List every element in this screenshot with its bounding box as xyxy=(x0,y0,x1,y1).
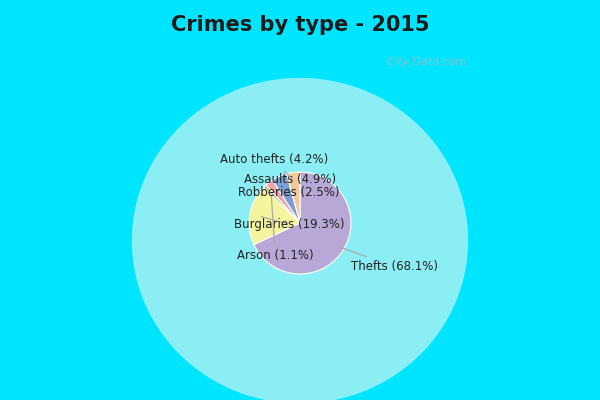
Text: Crimes by type - 2015: Crimes by type - 2015 xyxy=(171,15,429,35)
Wedge shape xyxy=(287,172,300,223)
Text: Auto thefts (4.2%): Auto thefts (4.2%) xyxy=(220,154,328,180)
Text: Burglaries (19.3%): Burglaries (19.3%) xyxy=(234,217,344,231)
Wedge shape xyxy=(266,180,300,223)
Wedge shape xyxy=(249,187,300,245)
Text: Assaults (4.9%): Assaults (4.9%) xyxy=(244,173,336,186)
Wedge shape xyxy=(272,174,300,223)
Wedge shape xyxy=(263,185,300,223)
Text: Arson (1.1%): Arson (1.1%) xyxy=(237,196,314,262)
Text: Robberies (2.5%): Robberies (2.5%) xyxy=(238,186,340,199)
Ellipse shape xyxy=(132,78,468,400)
Text: Thefts (68.1%): Thefts (68.1%) xyxy=(338,246,438,273)
Wedge shape xyxy=(254,172,351,274)
Text: City-Data.com: City-Data.com xyxy=(380,57,466,67)
